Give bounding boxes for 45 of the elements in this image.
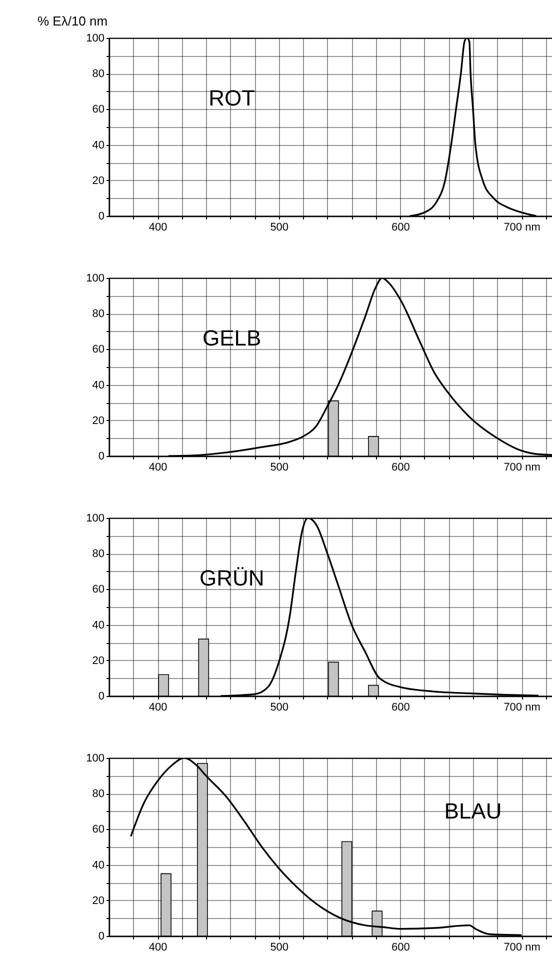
y-tick-label: 20 — [92, 894, 104, 907]
x-tick-label: 600 — [392, 222, 410, 234]
y-tick-label: 80 — [92, 68, 104, 80]
x-tick-label: 500 — [270, 702, 289, 714]
y-axis-title: % Eλ/10 nm — [38, 14, 108, 28]
y-tick-label: 40 — [92, 139, 104, 152]
y-tick-label: 20 — [92, 654, 104, 667]
x-tick-label: 400 — [148, 702, 168, 714]
y-tick-label: 80 — [92, 788, 104, 800]
text: GRÜN — [199, 566, 264, 591]
y-tick-label: 60 — [92, 584, 104, 596]
y-tick-label: 40 — [92, 859, 104, 872]
y-tick-label: 20 — [92, 174, 104, 187]
y-tick-label: 80 — [92, 548, 104, 560]
text: GELB — [202, 326, 262, 351]
x-tick-label: 500 — [270, 462, 289, 474]
x-tick-label: 400 — [148, 942, 168, 954]
y-tick-label: 0 — [98, 690, 104, 702]
y-tick-label: 40 — [92, 379, 104, 392]
text: BLAU — [444, 798, 502, 824]
y-tick-label: 100 — [86, 32, 104, 44]
x-tick-label: 500 — [270, 942, 289, 954]
y-tick-label: 0 — [98, 450, 104, 462]
y-tick-label: 0 — [98, 930, 104, 942]
x-tick-label: 700 nm — [504, 462, 540, 474]
y-tick-label: 100 — [86, 512, 104, 524]
x-tick-label: 500 — [270, 222, 289, 234]
x-tick-label: 600 — [392, 702, 410, 714]
x-tick-label: 700 nm — [504, 702, 540, 714]
x-tick-label: 600 — [392, 462, 410, 474]
y-tick-label: 60 — [92, 344, 104, 356]
y-tick-label: 60 — [92, 104, 104, 116]
x-tick-label: 700 nm — [504, 222, 540, 234]
x-tick-label: 400 — [148, 462, 168, 474]
y-tick-label: 0 — [98, 210, 104, 222]
x-tick-label: 400 — [148, 222, 168, 234]
text: ROT — [208, 86, 256, 111]
x-tick-label: 700 nm — [504, 942, 540, 954]
y-tick-label: 60 — [92, 824, 104, 836]
y-tick-label: 100 — [86, 272, 104, 284]
y-tick-label: 40 — [92, 619, 104, 632]
y-tick-label: 100 — [86, 752, 104, 764]
x-tick-label: 600 — [392, 942, 410, 954]
y-tick-label: 20 — [92, 414, 104, 427]
y-tick-label: 80 — [92, 308, 104, 320]
